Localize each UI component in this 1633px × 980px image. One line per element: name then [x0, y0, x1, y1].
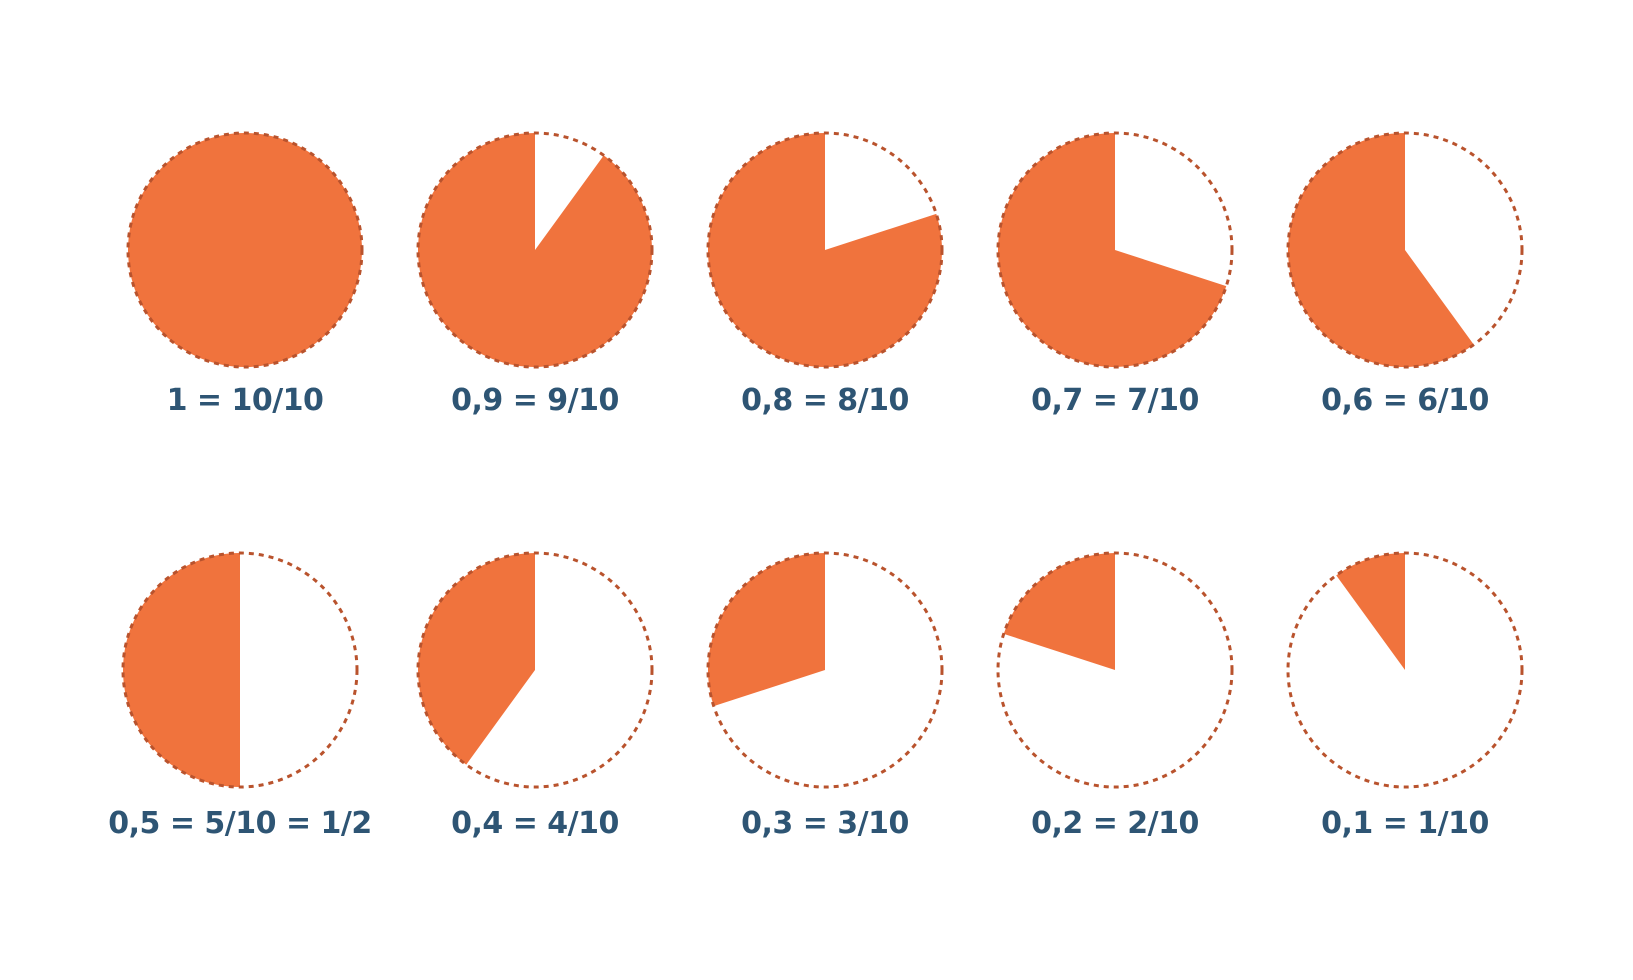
pie-dashed-outline: [996, 131, 1234, 369]
fraction-item-0-2: 0,2 = 2/10: [996, 551, 1234, 841]
fraction-label: 0,2 = 2/10: [1031, 806, 1199, 841]
fraction-item-1: 1 = 10/10: [126, 131, 364, 418]
fraction-label: 0,3 = 3/10: [741, 806, 909, 841]
pie-dashed-outline: [706, 551, 944, 789]
pie-dashed-outline: [996, 551, 1234, 789]
fraction-item-0-1: 0,1 = 1/10: [1286, 551, 1524, 841]
fraction-item-0-3: 0,3 = 3/10: [706, 551, 944, 841]
pie-filled-sector: [1336, 553, 1405, 670]
fraction-item-0-9: 0,9 = 9/10: [416, 131, 654, 418]
pie-filled-sector: [123, 553, 240, 787]
pie-filled-sector: [1287, 133, 1474, 368]
pie-dashed-outline: [1286, 131, 1524, 369]
fraction-label: 0,8 = 8/10: [741, 383, 909, 418]
pie-filled-sector: [128, 133, 362, 367]
pie-dashed-outline: [1286, 551, 1524, 789]
fraction-item-0-7: 0,7 = 7/10: [996, 131, 1234, 418]
fraction-item-0-5: 0,5 = 5/10 = 1/2: [108, 551, 372, 841]
fraction-label: 0,1 = 1/10: [1321, 806, 1489, 841]
pie-dashed-outline: [126, 131, 364, 369]
fraction-label: 1 = 10/10: [167, 383, 324, 418]
fraction-item-0-4: 0,4 = 4/10: [416, 551, 654, 841]
fraction-item-0-6: 0,6 = 6/10: [1286, 131, 1524, 418]
fraction-label: 0,7 = 7/10: [1031, 383, 1199, 418]
fraction-label: 0,6 = 6/10: [1321, 383, 1489, 418]
pie-dashed-outline: [416, 131, 654, 369]
fraction-label: 0,9 = 9/10: [451, 383, 619, 418]
fraction-label: 0,5 = 5/10 = 1/2: [108, 806, 371, 841]
fraction-label: 0,4 = 4/10: [451, 806, 619, 841]
pie-filled-sector: [417, 132, 652, 368]
pie-dashed-outline: [416, 551, 654, 789]
fraction-item-0-8: 0,8 = 8/10: [706, 131, 944, 418]
pie-filled-sector: [707, 133, 942, 367]
pie-dashed-outline: [706, 131, 944, 369]
pie-filled-sector: [418, 553, 535, 765]
pie-filled-sector: [708, 553, 825, 707]
pie-filled-sector: [1003, 553, 1115, 670]
pie-filled-sector: [997, 133, 1227, 367]
pie-dashed-outline: [121, 551, 359, 789]
